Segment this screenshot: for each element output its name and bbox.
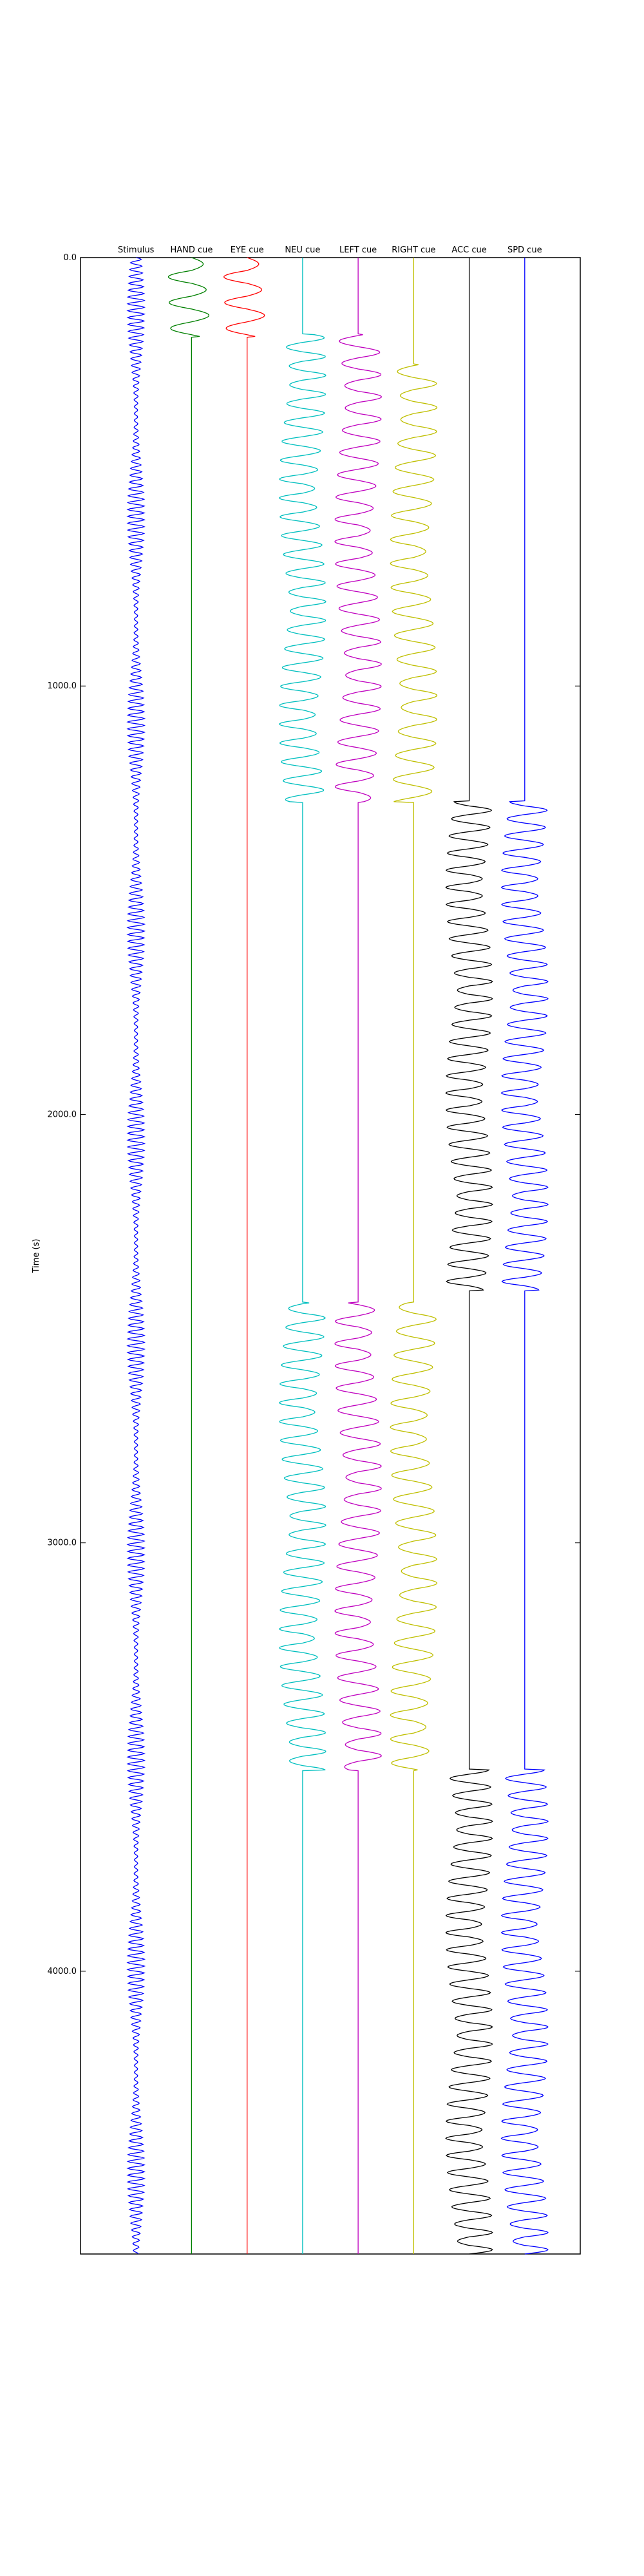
column-label-eye-cue: EYE cue xyxy=(231,245,264,255)
trace-eye-cue xyxy=(223,257,265,2254)
column-label-spd-cue: SPD cue xyxy=(507,245,542,255)
column-labels: Stimulus HAND cue EYE cue NEU cue LEFT cue RI… xyxy=(118,245,542,255)
column-label-stimulus: Stimulus xyxy=(118,245,155,255)
y-tick-label: 2000.0 xyxy=(48,1110,77,1119)
column-label-acc-cue: ACC cue xyxy=(451,245,486,255)
y-tick-label: 0.0 xyxy=(63,253,77,263)
column-label-right-cue: RIGHT cue xyxy=(392,245,435,255)
y-tick-label: 1000.0 xyxy=(48,681,77,691)
y-axis-ticks: 0.0 1000.0 2000.0 3000.0 4000.0 xyxy=(48,253,580,1976)
plot-frame xyxy=(80,257,581,2255)
series-traces xyxy=(126,257,549,2255)
y-tick-label: 3000.0 xyxy=(48,1539,77,1548)
column-label-neu-cue: NEU cue xyxy=(285,245,320,255)
y-axis-label: Time (s) xyxy=(32,1239,41,1274)
trace-hand-cue xyxy=(167,257,209,2254)
y-tick-label: 4000.0 xyxy=(48,1967,77,1976)
column-label-left-cue: LEFT cue xyxy=(339,245,377,255)
trace-neu-cue xyxy=(279,258,327,2254)
column-label-hand-cue: HAND cue xyxy=(170,245,213,255)
trace-spd-cue xyxy=(500,258,549,2255)
trace-left-cue xyxy=(334,258,382,2254)
trace-acc-cue xyxy=(445,258,493,2255)
trace-stimulus xyxy=(126,257,146,2255)
trace-right-cue xyxy=(390,258,438,2254)
